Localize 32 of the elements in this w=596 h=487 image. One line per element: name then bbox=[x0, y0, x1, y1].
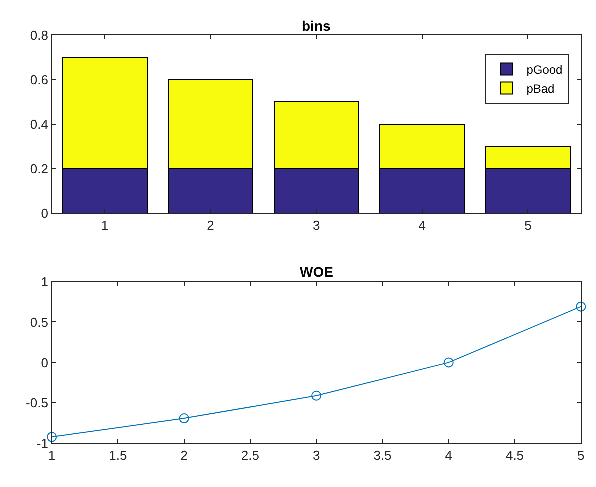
x-tick-label: 4.5 bbox=[506, 448, 524, 464]
x-tick-label: 1.5 bbox=[109, 448, 128, 464]
y-tick-label: 0.6 bbox=[30, 72, 48, 88]
x-tick-label: 3 bbox=[312, 218, 320, 233]
point bbox=[47, 432, 58, 442]
x-tick-label: 3.5 bbox=[374, 448, 392, 464]
point bbox=[576, 302, 586, 312]
chart-title: WOE bbox=[300, 264, 334, 280]
x-tick-label: 4 bbox=[418, 218, 426, 233]
x-tick-label: 2 bbox=[207, 218, 214, 233]
y-tick-label: 0 bbox=[41, 355, 48, 370]
point bbox=[312, 390, 322, 401]
point bbox=[444, 358, 454, 368]
y-tick-label: 0.5 bbox=[30, 314, 48, 330]
y-tick-label: 0.2 bbox=[30, 161, 48, 176]
y-tick-label: 0 bbox=[41, 206, 48, 221]
chart-title: bins bbox=[302, 18, 331, 34]
x-tick-label: 2 bbox=[180, 448, 188, 464]
y-tick-label: 0.4 bbox=[30, 116, 48, 132]
x-tick-label: 5 bbox=[578, 448, 585, 464]
y-tick-label: -1 bbox=[36, 436, 48, 452]
y-tick-label: -0.5 bbox=[26, 396, 48, 411]
x-tick-label: 1 bbox=[101, 218, 109, 233]
point bbox=[179, 414, 190, 424]
legend-label: pBad bbox=[526, 82, 555, 96]
x-tick-label: 5 bbox=[524, 218, 532, 233]
x-tick-label: 2.5 bbox=[241, 448, 260, 464]
y-tick-label: 0.8 bbox=[30, 28, 48, 44]
y-tick-label: 1 bbox=[41, 274, 48, 290]
legend-label: pGood bbox=[526, 62, 563, 77]
x-tick-label: 3 bbox=[312, 448, 320, 464]
x-tick-label: 4 bbox=[445, 448, 452, 464]
